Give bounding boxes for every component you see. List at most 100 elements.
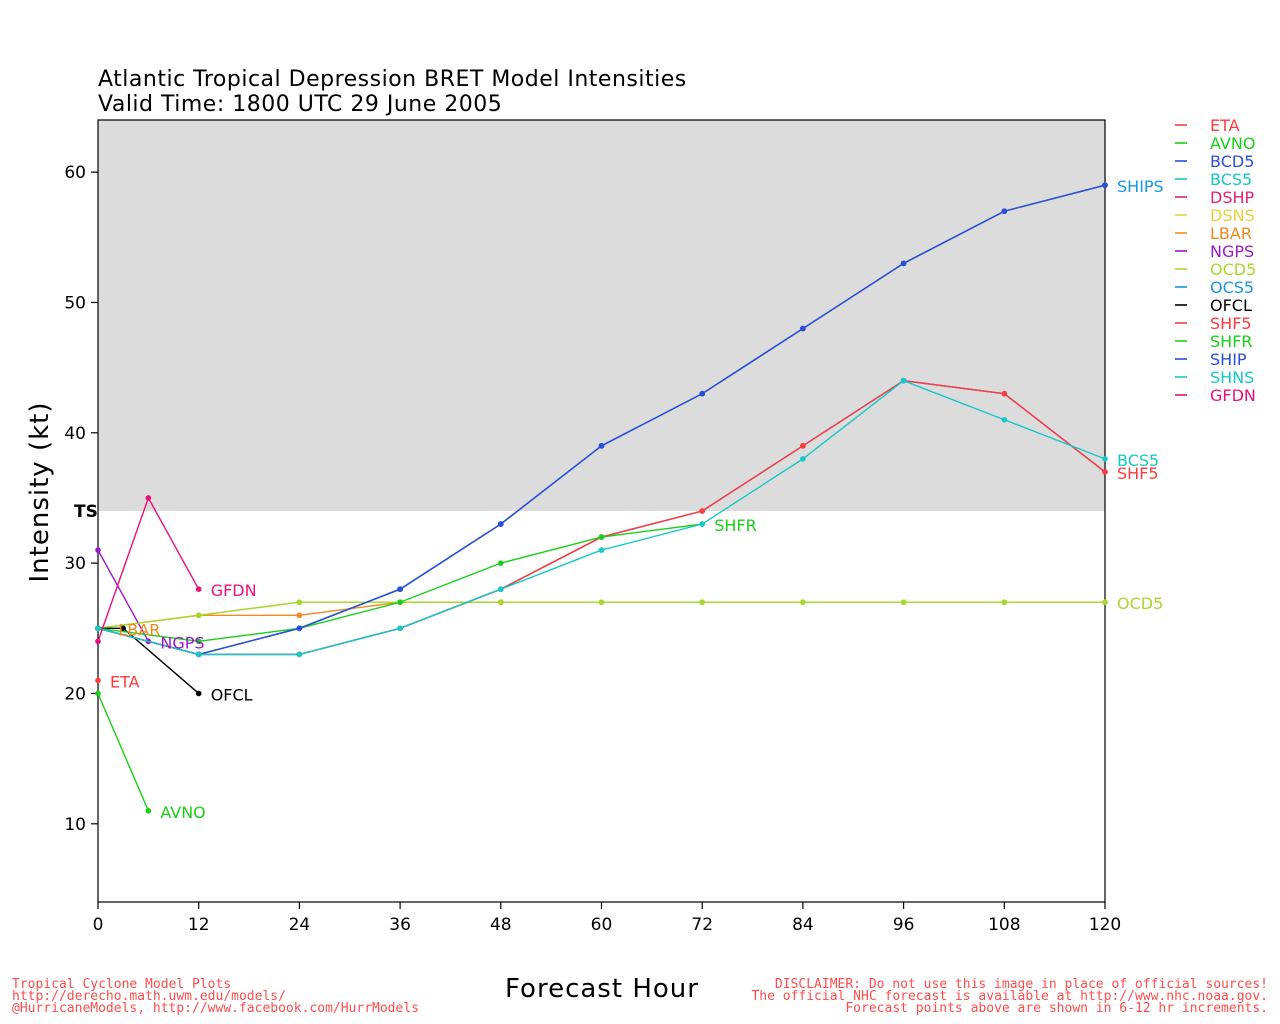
data-point-ship	[699, 390, 705, 397]
legend-entry-ship: SHIP	[1210, 350, 1247, 369]
data-point-shns	[296, 651, 303, 658]
legend: ETAAVNOBCD5BCS5DSHPDSNSLBARNGPSOCD5OCS5O…	[1175, 116, 1256, 405]
data-point-lbar	[296, 612, 303, 619]
chart-subtitle: Valid Time: 1800 UTC 29 June 2005	[98, 92, 502, 117]
data-point-shns	[598, 547, 605, 553]
legend-entry-shns: SHNS	[1210, 368, 1254, 387]
data-point-ocd5	[900, 599, 907, 606]
data-point-shns	[900, 377, 907, 384]
data-point-shns	[1102, 456, 1108, 462]
data-point-eta	[95, 677, 101, 684]
end-label-lbar: LBAR	[118, 620, 160, 639]
x-tick-label: 84	[792, 915, 814, 935]
data-point-shf5	[699, 508, 705, 514]
series-line-shfr	[97, 523, 703, 643]
end-label-ofcl: OFCL	[211, 685, 253, 704]
data-point-ocd5	[1102, 599, 1108, 606]
x-tick-label: 108	[988, 915, 1020, 935]
data-point-shf5	[800, 443, 806, 449]
legend-entry-lbar: LBAR	[1210, 224, 1252, 243]
footer-left-line1: Tropical Cyclone Model Plots	[12, 977, 231, 992]
data-point-shns	[800, 456, 806, 462]
data-point-ngps	[95, 547, 101, 553]
data-point-shns	[397, 625, 403, 632]
data-point-ship	[397, 586, 403, 592]
data-point-shf5	[1102, 469, 1108, 475]
legend-entry-dshp: DSHP	[1210, 188, 1255, 207]
data-point-shfr	[598, 534, 605, 540]
data-point-shns	[699, 521, 705, 527]
legend-entry-ofcl: OFCL	[1210, 296, 1252, 315]
data-point-ship	[1001, 208, 1008, 215]
x-tick-label: 60	[591, 915, 613, 935]
legend-entry-eta: ETA	[1210, 116, 1240, 135]
data-point-ocd5	[598, 599, 605, 606]
x-tick-label: 120	[1089, 915, 1121, 935]
data-point-ocd5	[1001, 599, 1008, 606]
data-point-shf5	[1001, 390, 1008, 397]
y-tick-label: 50	[64, 293, 86, 313]
data-point-ocd5	[195, 612, 202, 619]
end-label-bcs5: BCS5	[1117, 451, 1159, 470]
legend-entry-ngps: NGPS	[1210, 242, 1254, 261]
legend-entry-shf5: SHF5	[1210, 314, 1252, 333]
data-point-gfdn	[195, 586, 202, 592]
plot-background: TS	[74, 120, 1105, 522]
x-tick-label: 96	[893, 915, 915, 935]
legend-entry-gfdn: GFDN	[1210, 386, 1256, 405]
end-label-ngps: NGPS	[160, 633, 204, 652]
footer-right-line2: The official NHC forecast is available a…	[751, 989, 1268, 1004]
data-point-ocd5	[800, 599, 806, 606]
axes: 0 12 24 36 48 60 72 84 96 108 120 10 20 30 40 50 60	[64, 119, 1121, 935]
ts-band	[98, 120, 1105, 511]
data-point-gfdn	[145, 495, 152, 501]
data-point-avno	[145, 807, 152, 814]
end-label-ocd5: OCD5	[1117, 594, 1163, 613]
data-point-ocd5	[498, 599, 504, 606]
data-point-shns	[195, 651, 202, 658]
x-tick-label: 24	[289, 915, 311, 935]
data-point-shns	[95, 625, 101, 632]
x-tick-label: 0	[93, 915, 104, 935]
data-point-shfr	[195, 638, 202, 645]
legend-entry-shfr: SHFR	[1210, 332, 1253, 351]
end-label-shfr: SHFR	[714, 516, 757, 535]
y-axis-label: Intensity (kt)	[25, 402, 55, 583]
data-point-shfr	[498, 560, 504, 566]
legend-entry-avno: AVNO	[1210, 134, 1255, 153]
data-point-ocd5	[296, 599, 303, 606]
x-tick-label: 12	[188, 915, 210, 935]
data-point-ship	[1102, 182, 1108, 188]
footer-right-line1: DISCLAIMER: Do not use this image in pla…	[775, 977, 1268, 992]
data-point-ship	[296, 625, 303, 632]
x-tick-label: 36	[389, 915, 411, 935]
data-point-ship	[598, 443, 605, 449]
data-point-ship	[800, 325, 806, 332]
y-tick-label: 20	[64, 684, 86, 704]
footer-right-line3: Forecast points above are shown in 6-12 …	[845, 1001, 1268, 1016]
data-point-shfr	[397, 599, 403, 606]
legend-entry-bcs5: BCS5	[1210, 170, 1252, 189]
data-point-ship	[900, 260, 907, 267]
footer-left-line3: @HurricaneModels, http://www.facebook.co…	[12, 1001, 419, 1016]
end-label-gfdn: GFDN	[211, 581, 257, 600]
legend-entry-ocd5: OCD5	[1210, 260, 1256, 279]
legend-entry-bcd5: BCD5	[1210, 152, 1254, 171]
series-line-ngps	[97, 549, 149, 642]
data-point-gfdn	[95, 638, 101, 645]
legend-entry-dsns: DSNS	[1210, 206, 1255, 225]
y-tick-label: 60	[64, 163, 86, 183]
chart-title: Atlantic Tropical Depression BRET Model …	[98, 67, 687, 92]
data-point-ofcl	[120, 625, 126, 632]
data-point-shns	[498, 586, 504, 592]
end-label-eta: ETA	[110, 672, 140, 691]
legend-entry-ocs5: OCS5	[1210, 278, 1254, 297]
ts-label: TS	[74, 502, 98, 522]
end-label-avno: AVNO	[160, 803, 205, 822]
series-line-avno	[97, 693, 149, 812]
data-point-shns	[1001, 416, 1008, 423]
x-tick-label: 48	[490, 915, 512, 935]
end-label-shf5: SHF5	[1117, 464, 1159, 483]
end-label-ships: SHIPS	[1117, 177, 1164, 196]
